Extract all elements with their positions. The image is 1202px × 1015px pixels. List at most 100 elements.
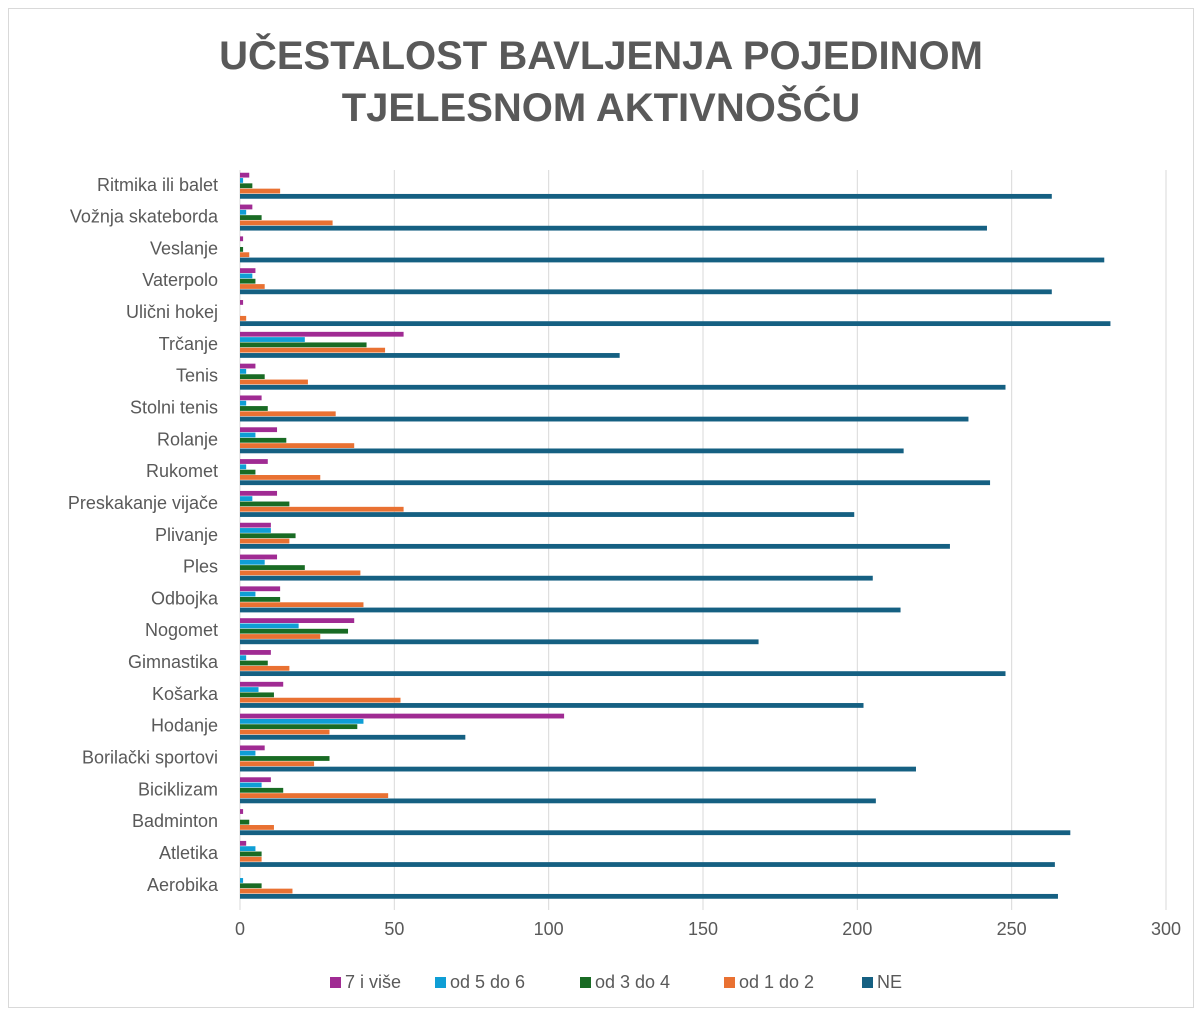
y-tick-label: Plivanje	[155, 525, 218, 545]
bar	[240, 342, 367, 348]
bar	[240, 225, 987, 231]
y-tick-label: Gimnastika	[128, 652, 219, 672]
bar	[240, 718, 364, 724]
bar	[240, 459, 268, 464]
bar	[240, 443, 355, 448]
bar	[240, 787, 284, 793]
x-tick-label: 300	[1151, 919, 1181, 939]
bar	[240, 750, 256, 756]
bar	[240, 501, 290, 507]
bar	[240, 703, 864, 708]
bar	[240, 416, 969, 422]
bar	[240, 215, 262, 220]
y-tick-label: Biciklizam	[138, 779, 218, 799]
x-tick-label: 250	[997, 919, 1027, 939]
legend-label: od 1 do 2	[739, 972, 814, 992]
bar	[240, 607, 901, 613]
bar	[240, 533, 296, 539]
bar	[240, 337, 305, 342]
bar	[240, 745, 265, 751]
bar	[240, 379, 308, 385]
bar	[240, 538, 290, 544]
bar	[240, 411, 336, 417]
bar	[240, 697, 401, 703]
bar	[240, 512, 855, 517]
bar	[240, 331, 404, 337]
bar	[240, 347, 386, 353]
bar	[240, 724, 358, 730]
bar	[240, 840, 247, 846]
bar	[240, 209, 247, 215]
bar	[240, 846, 256, 852]
bar	[240, 278, 256, 284]
bar	[240, 766, 916, 772]
y-tick-label: Tenis	[176, 366, 218, 386]
bar	[240, 400, 247, 406]
bar	[240, 252, 250, 258]
x-tick-label: 0	[235, 919, 245, 939]
chart-border	[8, 8, 1194, 1008]
bar	[240, 188, 281, 194]
y-tick-label: Nogomet	[145, 620, 218, 640]
legend-swatch	[724, 977, 735, 988]
bar	[240, 734, 466, 740]
bar	[240, 469, 256, 475]
bar	[240, 798, 876, 804]
legend-label: 7 i više	[345, 972, 401, 992]
bar	[240, 628, 349, 634]
y-tick-label: Rukomet	[146, 461, 218, 481]
bar	[240, 172, 250, 178]
bar	[240, 368, 247, 374]
bar	[240, 623, 299, 629]
bar	[240, 729, 330, 735]
bar	[240, 650, 271, 655]
chart-title: UČESTALOST BAVLJENJA POJEDINOM TJELESNOM…	[219, 34, 983, 130]
bar	[240, 862, 1055, 867]
bar	[240, 374, 265, 380]
bar	[240, 618, 355, 624]
bar	[240, 591, 256, 597]
bar	[240, 888, 293, 894]
bar	[240, 655, 247, 661]
legend-swatch	[862, 977, 873, 988]
bar	[240, 448, 904, 454]
bar	[240, 353, 620, 358]
y-tick-label: Odbojka	[151, 588, 219, 608]
bar	[240, 639, 759, 645]
legend-label: od 5 do 6	[450, 972, 525, 992]
bar	[240, 432, 256, 438]
bar	[240, 284, 265, 289]
bar	[240, 183, 253, 189]
bar	[240, 506, 404, 512]
y-tick-label: Atletika	[159, 843, 219, 863]
bar	[240, 543, 950, 549]
bar	[240, 321, 1111, 327]
bar	[240, 236, 244, 242]
bar	[240, 204, 253, 210]
y-tick-label: Ulični hokej	[126, 302, 218, 322]
bar	[240, 363, 256, 369]
bar	[240, 634, 321, 639]
bar	[240, 427, 278, 433]
bar	[240, 496, 253, 502]
bar	[240, 570, 361, 576]
bar	[240, 687, 259, 692]
legend-swatch	[435, 977, 446, 988]
bar	[240, 819, 250, 825]
x-tick-label: 200	[842, 919, 872, 939]
bar	[240, 777, 271, 783]
y-tick-label: Ritmika ili balet	[97, 175, 218, 195]
bar	[240, 565, 305, 570]
legend-swatch	[580, 977, 591, 988]
bar	[240, 756, 330, 761]
y-tick-label: Trčanje	[159, 334, 218, 354]
y-tick-label: Veslanje	[150, 238, 218, 258]
y-tick-label: Rolanje	[157, 429, 218, 449]
y-tick-label: Ples	[183, 557, 218, 577]
x-tick-label: 100	[534, 919, 564, 939]
bar	[240, 878, 244, 883]
bar	[240, 528, 271, 533]
bar	[240, 315, 247, 321]
bar	[240, 596, 281, 602]
